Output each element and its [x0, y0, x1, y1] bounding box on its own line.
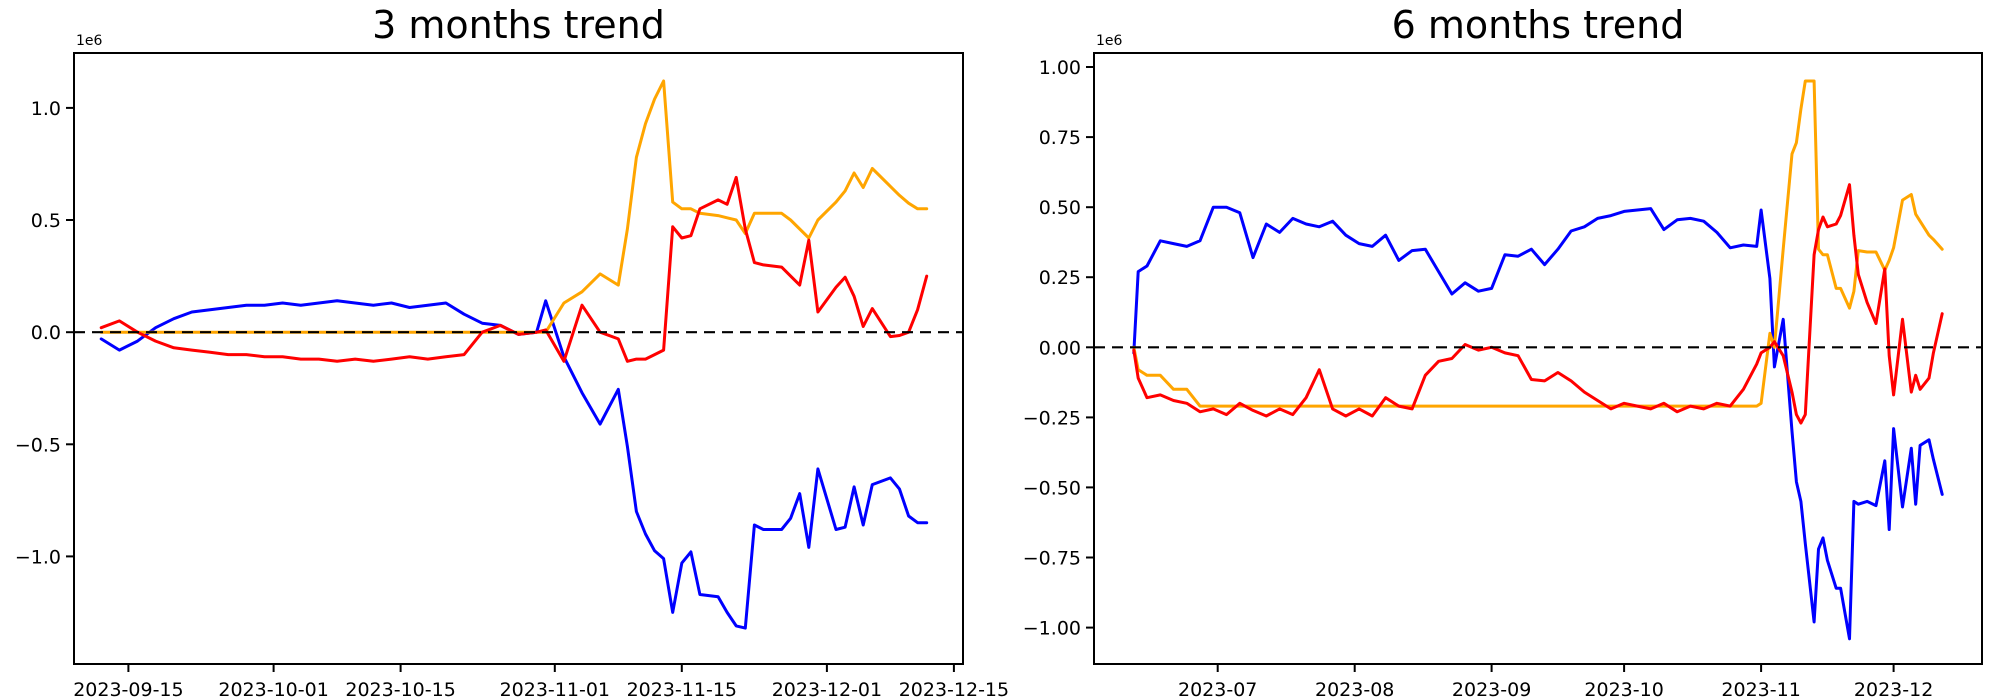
y-tick-label: 0.75: [1039, 127, 1081, 149]
y-tick-label: −0.75: [1023, 548, 1081, 570]
x-tick-label: 2023-12-15: [899, 679, 1009, 700]
series-line-blue: [1132, 205, 1944, 641]
x-tick-label: 2023-08: [1315, 679, 1394, 700]
y-tick-label: 0.0: [31, 322, 61, 344]
subplot-1: 1.00 0.75 0.50 0.25 0.00 −0.25 −0.50 −0.75 −1.00…: [1023, 33, 1983, 700]
y-tick-label: 1.00: [1039, 57, 1081, 79]
subplot-0: 1.0 0.5 0.0 −0.5 −1.0 2023-09-15 2023-10-01 202…: [15, 33, 1009, 700]
y-tick-label: −1.00: [1023, 618, 1081, 640]
x-tick-label: 2023-11-01: [500, 679, 610, 700]
x-tick-label: 2023-10-15: [345, 679, 455, 700]
series-line-orange: [1132, 79, 1944, 408]
x-tick-label: 2023-12: [1854, 679, 1933, 700]
x-tick-label: 2023-11-15: [627, 679, 737, 700]
x-tick-label: 2023-09: [1452, 679, 1531, 700]
series-line-red: [1132, 183, 1944, 425]
x-tick-label: 2023-12-01: [772, 679, 882, 700]
y-tick-label: −0.25: [1023, 407, 1081, 429]
y-tick-label: 0.50: [1039, 197, 1081, 219]
series-line-orange: [99, 79, 929, 334]
x-tick-label: 2023-10: [1584, 679, 1663, 700]
x-tick-label: 2023-09-15: [73, 679, 183, 700]
series-line-blue: [99, 299, 929, 630]
y-tick-label: 1.0: [31, 98, 61, 120]
y-tick-label: −0.50: [1023, 477, 1081, 499]
y-tick-label: 0.00: [1039, 337, 1081, 359]
x-tick-label: 2023-07: [1178, 679, 1257, 700]
axes-box: [73, 52, 964, 665]
y-tick-label: 0.5: [31, 210, 61, 232]
axes-box: [1093, 52, 1983, 665]
y-tick-label: 0.25: [1039, 267, 1081, 289]
chart-title-3-months-trend: 3 months trend: [372, 3, 665, 47]
y-tick-label: −1.0: [15, 546, 61, 568]
x-tick-label: 2023-11: [1721, 679, 1800, 700]
y-axis-offset-label: 1e6: [76, 33, 103, 49]
x-tick-label: 2023-10-01: [218, 679, 328, 700]
y-tick-label: −0.5: [15, 434, 61, 456]
series-line-red: [99, 175, 929, 363]
y-axis-offset-label: 1e6: [1096, 33, 1123, 49]
chart-title-6-months-trend: 6 months trend: [1391, 3, 1685, 47]
